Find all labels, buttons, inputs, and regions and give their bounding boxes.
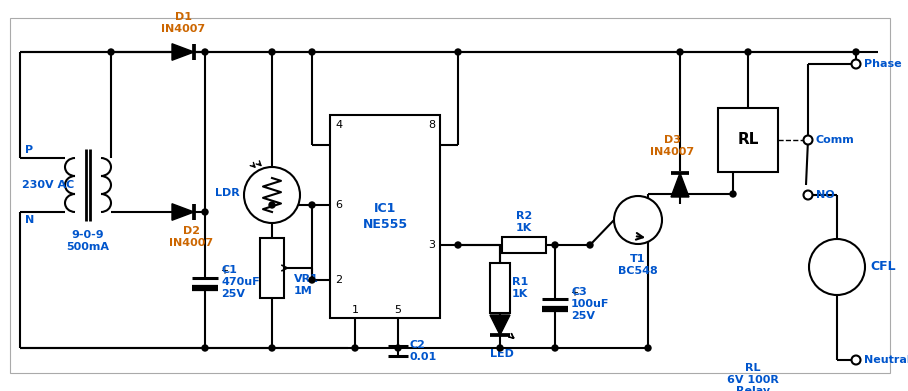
Circle shape (352, 345, 358, 351)
Text: RL: RL (737, 133, 759, 147)
Circle shape (552, 242, 558, 248)
Circle shape (614, 196, 662, 244)
Circle shape (202, 49, 208, 55)
Polygon shape (172, 204, 194, 220)
Text: D3
IN4007: D3 IN4007 (650, 135, 694, 157)
Text: C2
0.01: C2 0.01 (410, 340, 438, 362)
FancyBboxPatch shape (490, 263, 510, 313)
Polygon shape (490, 315, 510, 335)
Text: CFL: CFL (870, 260, 895, 273)
Text: 5: 5 (394, 305, 401, 315)
Text: NE555: NE555 (362, 217, 408, 231)
Text: R2
1K: R2 1K (516, 212, 532, 233)
Circle shape (804, 190, 813, 199)
Text: D1
IN4007: D1 IN4007 (161, 13, 205, 34)
Text: T1
BC548: T1 BC548 (618, 254, 658, 276)
Text: NO: NO (816, 190, 834, 200)
Circle shape (552, 345, 558, 351)
Circle shape (269, 49, 275, 55)
Circle shape (852, 59, 861, 68)
Text: C3
100uF
25V: C3 100uF 25V (571, 287, 609, 321)
Circle shape (108, 49, 114, 55)
Circle shape (202, 345, 208, 351)
Text: D2
IN4007: D2 IN4007 (169, 226, 213, 248)
Circle shape (455, 49, 461, 55)
Text: Phase: Phase (864, 59, 902, 69)
Text: LED: LED (490, 349, 514, 359)
Circle shape (395, 345, 401, 351)
Circle shape (809, 239, 865, 295)
Text: 2: 2 (335, 275, 342, 285)
FancyBboxPatch shape (718, 108, 778, 172)
Circle shape (587, 242, 593, 248)
Text: RL
6V 100R
Relay: RL 6V 100R Relay (727, 363, 779, 391)
Text: LDR: LDR (215, 188, 240, 198)
Circle shape (309, 202, 315, 208)
Text: 3: 3 (428, 240, 435, 250)
Polygon shape (172, 44, 194, 60)
Circle shape (852, 355, 861, 364)
Circle shape (244, 167, 300, 223)
Text: 1: 1 (351, 305, 359, 315)
Text: Neutral: Neutral (864, 355, 908, 365)
Polygon shape (671, 173, 689, 197)
Text: 230V AC: 230V AC (22, 180, 74, 190)
Text: P: P (25, 145, 33, 155)
Text: VR1
1M: VR1 1M (294, 274, 319, 296)
Circle shape (455, 242, 461, 248)
Circle shape (745, 49, 751, 55)
Text: +: + (220, 267, 228, 276)
Circle shape (309, 49, 315, 55)
Text: 6: 6 (335, 200, 342, 210)
Text: 9-0-9
500mA: 9-0-9 500mA (66, 230, 110, 251)
Circle shape (269, 345, 275, 351)
Text: +: + (570, 288, 578, 298)
Circle shape (730, 191, 736, 197)
Text: C1
470uF
25V: C1 470uF 25V (221, 265, 260, 299)
FancyBboxPatch shape (502, 237, 546, 253)
Circle shape (853, 49, 859, 55)
Text: Comm: Comm (816, 135, 854, 145)
Text: N: N (25, 215, 35, 225)
Circle shape (202, 209, 208, 215)
FancyBboxPatch shape (260, 238, 284, 298)
Text: 8: 8 (428, 120, 435, 130)
Text: R1
1K: R1 1K (512, 277, 528, 299)
Text: 4: 4 (335, 120, 342, 130)
Text: IC1: IC1 (374, 201, 396, 215)
FancyBboxPatch shape (330, 115, 440, 318)
Circle shape (269, 202, 275, 208)
Circle shape (804, 136, 813, 145)
Circle shape (309, 277, 315, 283)
Circle shape (497, 345, 503, 351)
Circle shape (677, 49, 683, 55)
Circle shape (645, 345, 651, 351)
